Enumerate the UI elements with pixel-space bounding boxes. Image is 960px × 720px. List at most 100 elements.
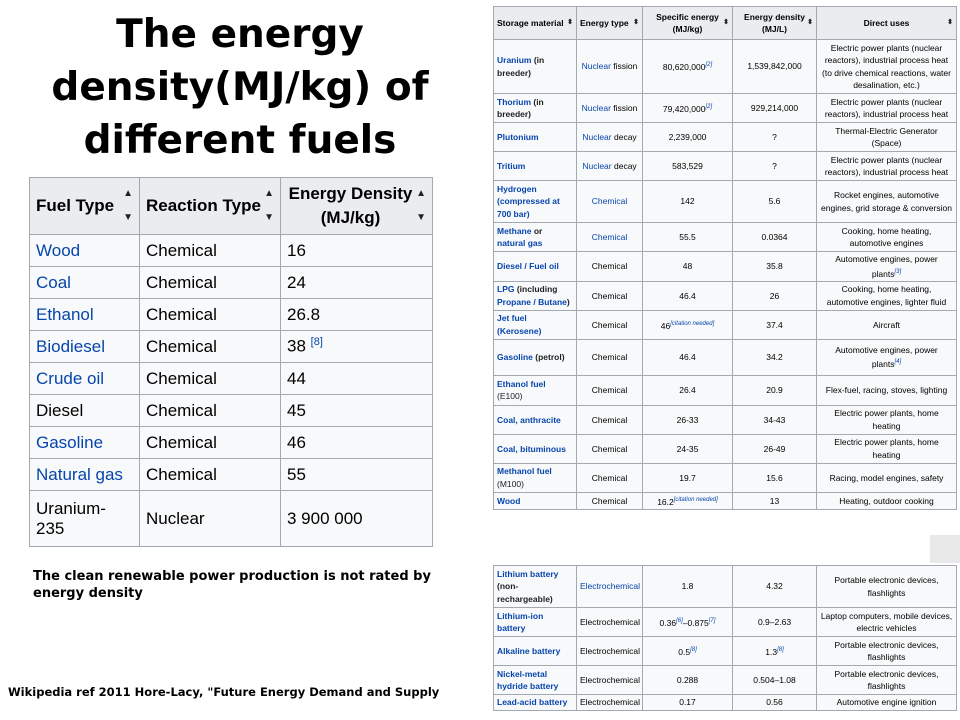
specific-energy-cell: 48 xyxy=(642,251,733,282)
storage-material-cell[interactable]: Coal, bituminous xyxy=(493,433,577,464)
sort-arrows-icon[interactable]: ⬍ xyxy=(567,18,573,26)
reference-link[interactable]: [8] xyxy=(777,646,784,653)
fuel-name[interactable]: Wood xyxy=(36,240,81,260)
material-name[interactable]: Thorium xyxy=(497,96,531,107)
fuel-type-cell[interactable]: Ethanol xyxy=(29,298,140,331)
table-row: Uranium-235 Nuclear 3 900 000 xyxy=(29,490,433,547)
storage-material-cell[interactable]: Jet fuel (Kerosene) xyxy=(493,309,577,340)
sort-arrows-icon[interactable]: ▲ ▼ xyxy=(123,188,133,223)
fuel-name[interactable]: Ethanol xyxy=(36,304,94,324)
material-qualifier: (in breeder) xyxy=(497,55,545,78)
energy-type-cell: Chemical xyxy=(576,462,643,493)
storage-material-cell[interactable]: Ethanol fuel (E100) xyxy=(493,374,577,406)
fuel-name[interactable]: Crude oil xyxy=(36,368,105,388)
material-name[interactable]: Coal, bituminous xyxy=(497,443,566,454)
fuel-type-cell[interactable]: Crude oil xyxy=(29,362,140,395)
storage-material-cell[interactable]: Alkaline battery xyxy=(493,636,577,666)
energy-density-value: 26.8 xyxy=(287,304,321,324)
material-name[interactable]: Lithium-ion battery xyxy=(497,610,544,634)
storage-material-cell[interactable]: Methane or natural gas xyxy=(493,222,577,252)
energy-type-link[interactable]: Electrochemical xyxy=(580,581,640,592)
energy-type-link[interactable]: Nuclear xyxy=(581,61,611,72)
energy-type-link[interactable]: Chemical xyxy=(591,231,628,242)
reference-link[interactable]: [citation needed] xyxy=(670,320,715,327)
storage-material-cell[interactable]: Gasoline (petrol) xyxy=(493,338,577,376)
material-name[interactable]: Coal, anthracite xyxy=(497,414,561,425)
material-name[interactable]: Gasoline xyxy=(497,352,533,363)
reaction-type-cell: Chemical xyxy=(139,298,281,331)
energy-type-link[interactable]: Nuclear xyxy=(582,131,612,142)
sort-arrows-icon[interactable]: ⬍ xyxy=(633,18,639,26)
reference-link[interactable]: [citation needed] xyxy=(673,496,718,503)
sort-arrows-icon[interactable]: ⬍ xyxy=(807,18,813,26)
fuel-type-cell[interactable]: Natural gas xyxy=(29,458,140,491)
material-name[interactable]: Lead-acid battery xyxy=(497,697,568,708)
storage-material-cell[interactable]: LPG (including Propane / Butane) xyxy=(493,280,577,311)
energy-type-link[interactable]: Chemical xyxy=(591,196,628,207)
material-name[interactable]: Uranium xyxy=(497,55,532,65)
header-fuel-type[interactable]: Fuel Type ▲ ▼ xyxy=(29,177,140,235)
material-name[interactable]: Jet fuel (Kerosene) xyxy=(497,313,542,336)
material-name[interactable]: Methanol fuel xyxy=(497,466,552,477)
header-specific-energy[interactable]: Specific energy (MJ/kg) ⬍ xyxy=(642,6,733,40)
material-name[interactable]: Plutonium xyxy=(497,131,539,142)
reference-link[interactable]: [8] xyxy=(690,646,697,653)
fuel-name[interactable]: Biodiesel xyxy=(36,336,105,356)
material-name[interactable]: natural gas xyxy=(497,238,543,248)
storage-material-cell[interactable]: Nickel-metal hydride battery xyxy=(493,665,577,695)
header-direct-uses[interactable]: Direct uses ⬍ xyxy=(816,6,957,40)
sort-arrows-icon[interactable]: ▲ ▼ xyxy=(416,188,426,223)
fuel-type-cell[interactable]: Gasoline xyxy=(29,426,140,459)
material-name[interactable]: Alkaline battery xyxy=(497,645,561,656)
storage-material-cell[interactable]: Methanol fuel (M100) xyxy=(493,462,577,493)
storage-material-cell[interactable]: Hydrogen (compressed at 700 bar) xyxy=(493,180,577,223)
fuel-name[interactable]: Coal xyxy=(36,272,71,292)
sort-arrows-icon[interactable]: ⬍ xyxy=(723,18,729,26)
material-name[interactable]: LPG xyxy=(497,284,515,295)
fuel-type-cell[interactable]: Biodiesel xyxy=(29,330,140,363)
storage-material-cell[interactable]: Coal, anthracite xyxy=(493,404,577,435)
fuel-name[interactable]: Natural gas xyxy=(36,464,123,484)
material-name[interactable]: Wood xyxy=(497,495,521,506)
reference-link[interactable]: [8] xyxy=(310,336,323,349)
table-row: Coal, anthracite Chemical 26-33 34-43 Electr… xyxy=(493,404,957,435)
material-name[interactable]: Methane xyxy=(497,225,532,236)
specific-energy-value: 16.2 xyxy=(657,496,674,507)
energy-type-link[interactable]: Nuclear xyxy=(581,102,611,113)
header-storage-material[interactable]: Storage material ⬍ xyxy=(493,6,577,40)
material-name[interactable]: Hydrogen (compressed at 700 bar) xyxy=(497,183,560,219)
material-name[interactable]: Propane / Butane xyxy=(497,296,567,307)
reference-link[interactable]: [7] xyxy=(708,617,716,624)
reference-link[interactable]: [6] xyxy=(676,617,683,624)
material-name[interactable]: Lithium battery xyxy=(497,568,559,579)
energy-type-link[interactable]: Nuclear xyxy=(582,160,612,171)
direct-uses-text: Flex-fuel, racing, stoves, lighting xyxy=(825,385,948,396)
reference-link[interactable]: [4] xyxy=(894,359,902,366)
header-reaction-type[interactable]: Reaction Type ▲ ▼ xyxy=(139,177,281,235)
sort-arrows-icon[interactable]: ⬍ xyxy=(947,18,953,26)
material-name[interactable]: Ethanol fuel xyxy=(497,378,546,389)
header-energy-type[interactable]: Energy type ⬍ xyxy=(576,6,643,40)
storage-material-cell[interactable]: Tritium xyxy=(493,151,577,181)
storage-material-cell[interactable]: Lithium battery (non-rechargeable) xyxy=(493,565,577,608)
material-name[interactable]: Tritium xyxy=(497,160,526,171)
direct-uses-text: Automotive engines, power plants xyxy=(835,344,938,370)
header-energy-density[interactable]: Energy density (MJ/L) ⬍ xyxy=(732,6,817,40)
fuel-type-cell[interactable]: Wood xyxy=(29,234,140,267)
storage-material-cell[interactable]: Diesel / Fuel oil xyxy=(493,251,577,282)
material-name[interactable]: Nickel-metal hydride battery xyxy=(497,668,559,692)
reference-link[interactable]: [3] xyxy=(894,268,902,275)
reference-link[interactable]: [2] xyxy=(705,103,713,110)
sort-arrows-icon[interactable]: ▲ ▼ xyxy=(264,188,274,223)
fuel-type-cell[interactable]: Coal xyxy=(29,266,140,299)
storage-material-cell[interactable]: Thorium (in breeder) xyxy=(493,93,577,123)
storage-material-cell[interactable]: Uranium (in breeder) xyxy=(493,39,577,94)
reference-link[interactable]: [2] xyxy=(705,62,713,69)
fuel-name[interactable]: Gasoline xyxy=(36,432,104,452)
storage-material-cell[interactable]: Lead-acid battery xyxy=(493,694,577,711)
storage-material-cell[interactable]: Lithium-ion battery xyxy=(493,607,577,637)
storage-material-cell[interactable]: Plutonium xyxy=(493,122,577,152)
storage-material-cell[interactable]: Wood xyxy=(493,491,577,511)
material-name[interactable]: Diesel / Fuel oil xyxy=(497,261,559,272)
header-energy-density[interactable]: Energy Density (MJ/kg) ▲ ▼ xyxy=(280,177,433,235)
